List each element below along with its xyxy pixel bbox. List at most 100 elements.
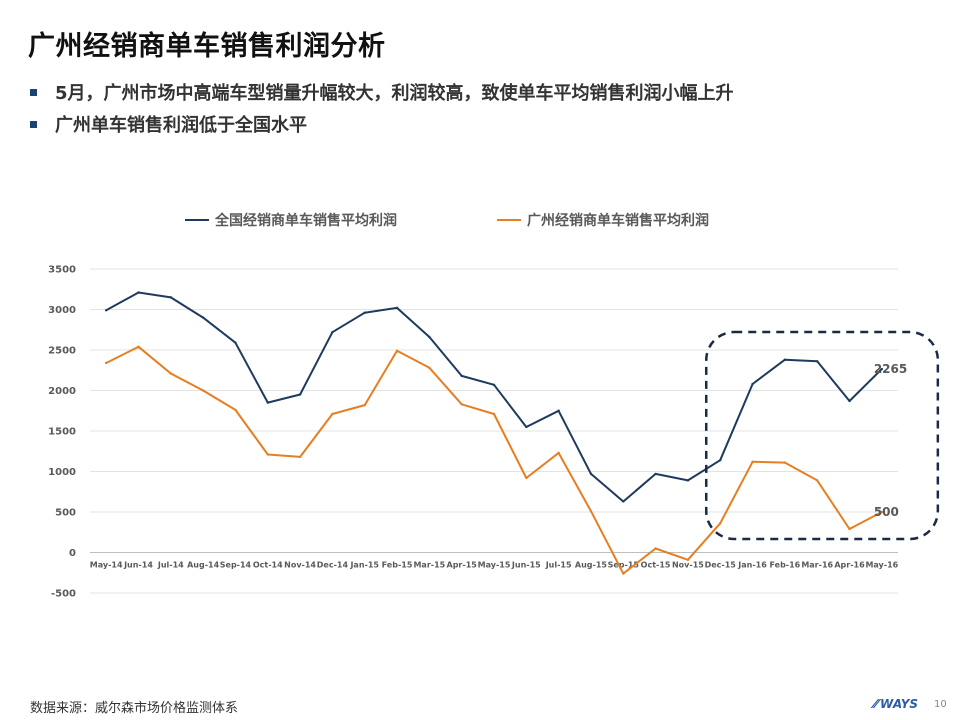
data-point	[589, 509, 593, 513]
data-label: 2265	[874, 362, 907, 376]
company-logo: ⁄⁄ WAYS	[874, 697, 918, 711]
y-tick-label: 2000	[48, 386, 76, 397]
y-tick-label: -500	[51, 589, 76, 600]
data-point	[751, 382, 754, 386]
highlight-box	[704, 330, 940, 541]
x-tick-label: Apr-16	[834, 561, 865, 570]
y-tick-label: 3000	[48, 305, 76, 316]
y-tick-label: 3500	[48, 265, 76, 276]
x-tick-label: May-15	[478, 561, 511, 570]
data-point	[169, 296, 172, 299]
data-point	[169, 372, 172, 375]
bullet-list: 5月，广州市场中高端车型销量升幅较大，利润较高，致使单车平均销售利润小幅上升 广…	[30, 76, 734, 140]
data-point	[783, 461, 787, 464]
x-tick-label: Jan-16	[737, 561, 767, 570]
x-tick-label: Feb-16	[770, 561, 801, 570]
data-point	[460, 403, 463, 406]
data-point	[331, 330, 334, 334]
x-tick-label: Nov-14	[284, 561, 316, 570]
y-tick-label: 1000	[48, 467, 76, 478]
data-point	[783, 358, 787, 361]
data-source-note: 数据来源：威尔森市场价格监测体系	[30, 701, 239, 716]
bullet-text: 5月，广州市场中高端车型销量升幅较大，利润较高，致使单车平均销售利润小幅上升	[55, 83, 734, 104]
data-point	[589, 472, 593, 476]
data-point	[363, 403, 366, 407]
logo-text: WAYS	[880, 697, 919, 711]
logo-mark-icon: ⁄⁄	[874, 697, 879, 711]
page-title: 广州经销商单车销售利润分析	[28, 31, 386, 62]
bullet-text: 广州单车销售利润低于全国水平	[55, 115, 307, 136]
x-tick-label: Aug-14	[187, 561, 220, 570]
x-tick-label: Sep-15	[608, 561, 640, 570]
bullet-item: 5月，广州市场中高端车型销量升幅较大，利润较高，致使单车平均销售利润小幅上升	[30, 76, 734, 108]
data-point	[298, 393, 302, 396]
x-tick-label: May-14	[90, 561, 123, 570]
data-point	[460, 374, 463, 378]
data-point	[816, 479, 819, 482]
x-tick-label: Mar-15	[413, 561, 445, 570]
data-point	[751, 460, 754, 463]
data-point	[104, 309, 108, 312]
data-point	[686, 479, 690, 482]
y-tick-label: 500	[55, 508, 76, 519]
x-tick-label: Oct-14	[253, 561, 283, 570]
x-tick-label: Mar-16	[801, 561, 833, 570]
x-tick-label: Feb-15	[382, 561, 413, 570]
data-point	[234, 408, 237, 412]
data-label: 500	[874, 505, 899, 519]
x-tick-label: Sep-14	[220, 561, 252, 570]
x-tick-label: Jun-15	[511, 561, 541, 570]
data-point	[234, 341, 237, 344]
x-tick-label: Dec-15	[705, 561, 737, 570]
data-point	[816, 360, 819, 363]
data-point	[201, 389, 205, 392]
data-point	[686, 558, 690, 561]
data-point	[298, 455, 302, 459]
data-point	[428, 335, 431, 339]
data-point	[848, 399, 851, 403]
data-point	[395, 306, 399, 310]
square-bullet-icon	[30, 120, 37, 128]
data-point	[266, 453, 269, 456]
data-point	[848, 527, 851, 531]
data-point	[104, 361, 108, 365]
data-point	[331, 412, 334, 416]
data-point	[880, 510, 884, 514]
data-point	[880, 367, 884, 371]
data-point	[525, 476, 528, 480]
x-tick-label: Jan-15	[349, 561, 379, 570]
page-number: 10	[934, 699, 947, 710]
data-point	[266, 401, 269, 404]
legend-label: 广州经销商单车销售平均利润	[527, 212, 709, 229]
data-point	[622, 500, 625, 503]
x-tick-label: Apr-15	[447, 561, 478, 570]
data-point	[654, 472, 657, 476]
data-point	[525, 425, 528, 429]
y-tick-label: 1500	[48, 427, 76, 438]
data-point	[428, 366, 431, 370]
square-bullet-icon	[30, 88, 37, 96]
data-point	[492, 383, 496, 387]
y-tick-label: 2500	[48, 346, 76, 357]
data-point	[201, 316, 205, 319]
x-tick-label: May-16	[865, 561, 898, 570]
bullet-item: 广州单车销售利润低于全国水平	[30, 108, 734, 140]
data-point	[622, 572, 625, 575]
data-point	[719, 458, 722, 462]
data-point	[557, 451, 560, 455]
data-point	[492, 412, 496, 416]
x-tick-label: Nov-15	[672, 561, 704, 570]
data-point	[137, 345, 140, 348]
data-point	[557, 409, 560, 412]
series-line-1	[105, 345, 883, 575]
y-tick-label: 0	[69, 548, 76, 559]
data-point	[395, 349, 399, 353]
x-tick-label: Jun-14	[123, 561, 153, 570]
x-tick-label: Aug-15	[575, 561, 608, 570]
x-tick-label: Jul-14	[157, 561, 184, 570]
legend-label: 全国经销商单车销售平均利润	[214, 212, 397, 229]
x-tick-label: Oct-15	[641, 561, 671, 570]
data-point	[719, 522, 722, 525]
data-point	[137, 291, 140, 294]
